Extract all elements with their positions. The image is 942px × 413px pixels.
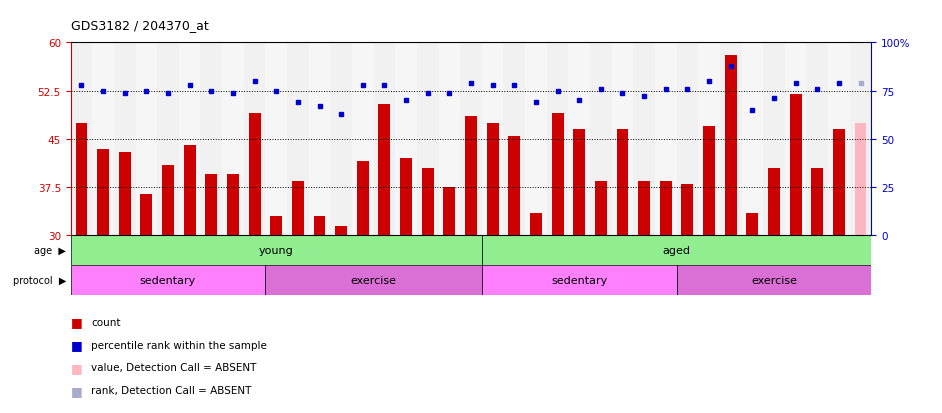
Text: aged: aged — [662, 246, 690, 256]
Bar — [746, 214, 758, 236]
Bar — [184, 146, 196, 236]
Bar — [854, 123, 867, 236]
Text: age  ▶: age ▶ — [34, 246, 66, 256]
Bar — [417, 43, 439, 236]
Bar — [270, 216, 283, 236]
Bar — [806, 43, 828, 236]
Bar — [71, 236, 481, 266]
Text: value, Detection Call = ABSENT: value, Detection Call = ABSENT — [91, 363, 257, 373]
Bar — [611, 43, 633, 236]
Bar — [266, 43, 287, 236]
Bar — [461, 43, 481, 236]
Bar — [724, 56, 737, 236]
Bar — [331, 43, 352, 236]
Bar — [487, 123, 498, 236]
Bar — [676, 266, 871, 295]
Bar — [481, 236, 871, 266]
Text: protocol  ▶: protocol ▶ — [12, 275, 66, 285]
Bar — [222, 43, 244, 236]
Bar — [244, 43, 266, 236]
Bar — [314, 216, 326, 236]
Text: exercise: exercise — [350, 275, 397, 285]
Bar — [249, 114, 261, 236]
Bar — [92, 43, 114, 236]
Bar — [720, 43, 741, 236]
Bar — [552, 114, 563, 236]
Bar — [789, 95, 802, 236]
Text: count: count — [91, 317, 121, 327]
Bar — [833, 130, 845, 236]
Text: percentile rank within the sample: percentile rank within the sample — [91, 340, 268, 350]
Text: GDS3182 / 204370_at: GDS3182 / 204370_at — [71, 19, 208, 31]
Bar — [465, 117, 477, 236]
Bar — [400, 159, 412, 236]
Bar — [828, 43, 850, 236]
Bar — [676, 43, 698, 236]
Text: ■: ■ — [71, 338, 82, 351]
Bar — [119, 152, 131, 236]
Bar — [140, 194, 153, 236]
Text: sedentary: sedentary — [551, 275, 608, 285]
Bar — [439, 43, 461, 236]
Bar — [741, 43, 763, 236]
Bar — [703, 127, 715, 236]
Bar — [768, 169, 780, 236]
Bar — [681, 185, 693, 236]
Bar — [525, 43, 546, 236]
Bar — [136, 43, 157, 236]
Bar — [850, 43, 871, 236]
Bar — [785, 43, 806, 236]
Bar — [157, 43, 179, 236]
Bar — [374, 43, 396, 236]
Text: ■: ■ — [71, 316, 82, 329]
Bar — [114, 43, 136, 236]
Text: rank, Detection Call = ABSENT: rank, Detection Call = ABSENT — [91, 385, 252, 395]
Bar — [530, 214, 542, 236]
Bar — [811, 169, 823, 236]
Bar — [205, 175, 218, 236]
Bar — [357, 162, 368, 236]
Bar — [503, 43, 525, 236]
Bar — [179, 43, 201, 236]
Bar — [574, 130, 585, 236]
Text: young: young — [259, 246, 294, 256]
Bar — [659, 181, 672, 236]
Text: sedentary: sedentary — [140, 275, 196, 285]
Text: ■: ■ — [71, 361, 82, 374]
Bar — [396, 43, 417, 236]
Bar — [287, 43, 309, 236]
Text: ■: ■ — [71, 384, 82, 397]
Bar — [568, 43, 590, 236]
Bar — [352, 43, 374, 236]
Text: exercise: exercise — [751, 275, 797, 285]
Bar — [509, 136, 520, 236]
Bar — [201, 43, 222, 236]
Bar — [292, 181, 304, 236]
Bar — [97, 149, 109, 236]
Bar — [335, 226, 347, 236]
Bar — [633, 43, 655, 236]
Bar — [546, 43, 568, 236]
Bar — [75, 123, 88, 236]
Bar — [71, 43, 92, 236]
Bar — [595, 181, 607, 236]
Bar — [444, 188, 455, 236]
Bar — [227, 175, 239, 236]
Bar — [590, 43, 611, 236]
Bar — [616, 130, 628, 236]
Bar — [481, 266, 676, 295]
Bar — [763, 43, 785, 236]
Bar — [162, 165, 174, 236]
Bar — [379, 104, 390, 236]
Bar — [655, 43, 676, 236]
Bar — [71, 266, 266, 295]
Bar — [266, 266, 481, 295]
Bar — [638, 181, 650, 236]
Bar — [698, 43, 720, 236]
Bar — [309, 43, 331, 236]
Bar — [422, 169, 433, 236]
Bar — [481, 43, 503, 236]
